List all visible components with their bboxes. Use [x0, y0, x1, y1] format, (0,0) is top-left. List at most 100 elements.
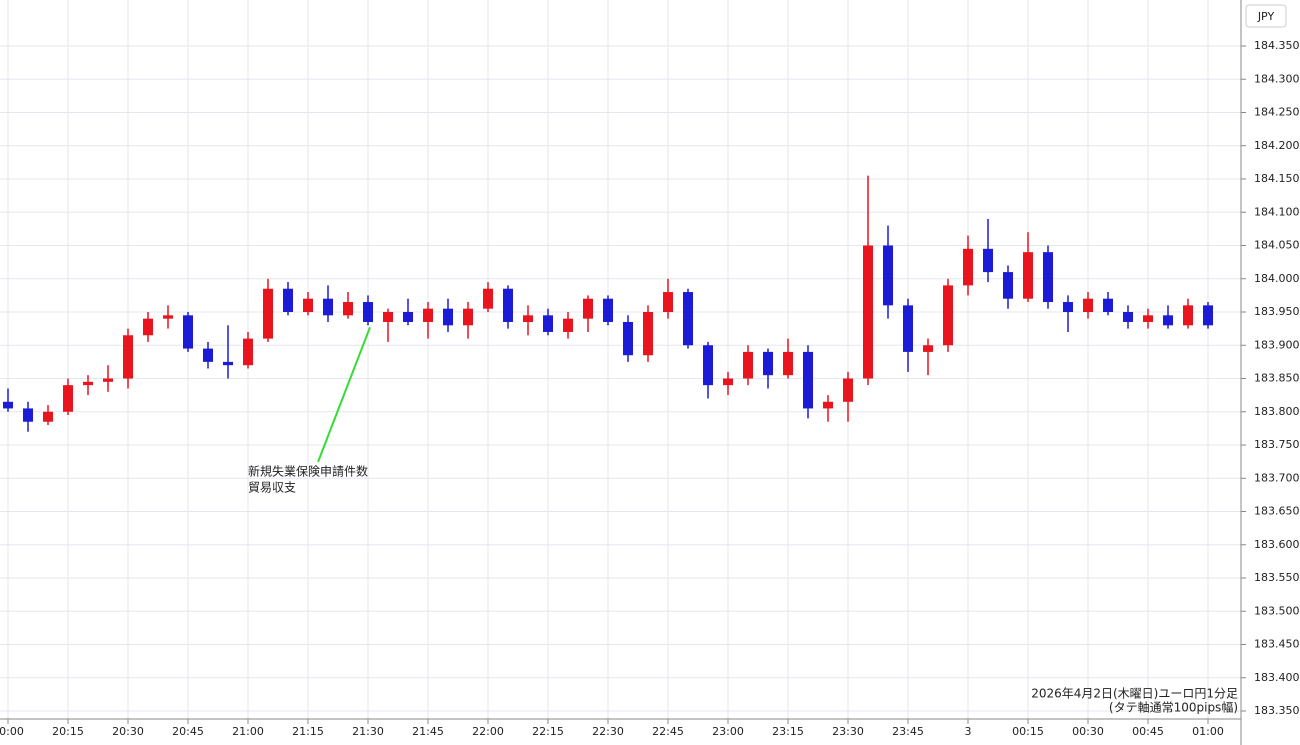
x-tick-label: 20:15 [52, 725, 84, 738]
candle-body [443, 308, 453, 326]
candle-body [623, 321, 633, 356]
candle-body [363, 302, 373, 322]
x-tick-label: 20:30 [112, 725, 144, 738]
candle-body [903, 305, 913, 352]
candle-body [1203, 305, 1213, 326]
caption: (タテ軸通常100pips幅) [1109, 700, 1238, 715]
x-tick-label: 23:15 [772, 725, 804, 738]
y-tick-label: 184.200 [1254, 139, 1300, 152]
candle-body [83, 381, 93, 386]
candle-body [243, 338, 253, 366]
candle-body [463, 308, 473, 326]
x-tick-group: 21:30 [352, 719, 384, 738]
candle-body [943, 285, 953, 346]
y-tick-label: 184.150 [1254, 172, 1300, 185]
candle-body [1063, 302, 1073, 312]
candle-body [963, 248, 973, 286]
y-tick-label: 184.000 [1254, 272, 1300, 285]
candle-body [1103, 298, 1113, 312]
candle-body [103, 378, 113, 382]
y-tick-label: 183.650 [1254, 505, 1300, 518]
y-tick-label: 184.350 [1254, 39, 1300, 52]
annotation-text: 貿易収支 [248, 481, 296, 495]
candle-body [563, 318, 573, 332]
x-tick-label: 22:00 [472, 725, 504, 738]
x-tick-label: 00:45 [1132, 725, 1164, 738]
candle-body [343, 302, 353, 316]
y-tick-label: 183.550 [1254, 571, 1300, 584]
x-tick-label: 21:30 [352, 725, 384, 738]
x-tick-group: 22:45 [652, 719, 684, 738]
x-tick-group: 21:45 [412, 719, 444, 738]
x-tick-group: 22:00 [472, 719, 504, 738]
candle-body [1123, 312, 1133, 322]
candle-body [223, 361, 233, 366]
x-tick-group: 21:00 [232, 719, 264, 738]
candle-body [723, 378, 733, 386]
x-tick-group: 3 [965, 719, 972, 738]
x-tick-label: 23:30 [832, 725, 864, 738]
candle-body [3, 401, 13, 409]
y-tick-label: 183.750 [1254, 438, 1300, 451]
y-tick-label: 183.850 [1254, 372, 1300, 385]
candle-body [783, 351, 793, 376]
candle-body [823, 401, 833, 409]
x-tick-label: 23:00 [712, 725, 744, 738]
y-tick-label: 184.300 [1254, 72, 1300, 85]
y-tick-label: 184.100 [1254, 205, 1300, 218]
y-tick-label: 183.400 [1254, 671, 1300, 684]
candle-body [523, 315, 533, 322]
x-tick-group: 20:45 [172, 719, 204, 738]
candle-body [663, 292, 673, 312]
y-tick-label: 183.800 [1254, 405, 1300, 418]
candle-body [643, 312, 653, 356]
candle-body [843, 378, 853, 402]
x-tick-group: 22:30 [592, 719, 624, 738]
candle-body [303, 298, 313, 312]
x-tick-group: 01:00 [1192, 719, 1224, 738]
candle-body [163, 315, 173, 319]
x-tick-label: 01:00 [1192, 725, 1224, 738]
candle-body [63, 385, 73, 412]
currency-label: JPY [1257, 10, 1275, 23]
candle-body [1003, 272, 1013, 299]
candle-body [1043, 252, 1053, 303]
y-tick-label: 183.500 [1254, 604, 1300, 617]
x-tick-group: 23:00 [712, 719, 744, 738]
x-tick-group: 20:15 [52, 719, 84, 738]
y-tick-label: 183.700 [1254, 471, 1300, 484]
candle-body [123, 335, 133, 379]
candle-body [923, 345, 933, 352]
x-tick-group: 00:45 [1132, 719, 1164, 738]
candle-body [603, 298, 613, 322]
x-tick-group: 00:30 [1072, 719, 1104, 738]
x-tick-label: 00:15 [1012, 725, 1044, 738]
x-tick-group: 23:15 [772, 719, 804, 738]
x-tick-label: 21:00 [232, 725, 264, 738]
candle-body [883, 245, 893, 306]
candle-body [383, 312, 393, 322]
candle-body [1083, 298, 1093, 312]
candle-body [703, 345, 713, 386]
x-tick-label: 22:45 [652, 725, 684, 738]
candle-body [803, 351, 813, 409]
candle-body [1143, 315, 1153, 322]
currency-box [1245, 4, 1287, 28]
x-tick-label: 20:00 [0, 725, 24, 738]
candle-body [763, 351, 773, 376]
candle-body [503, 288, 513, 322]
candle-body [743, 351, 753, 379]
candle-body [203, 348, 213, 362]
x-tick-label: 3 [965, 725, 972, 738]
x-tick-label: 21:15 [292, 725, 324, 738]
candle-body [983, 248, 993, 273]
y-tick-label: 184.050 [1254, 239, 1300, 252]
candle-body [43, 411, 53, 422]
y-tick-label: 183.450 [1254, 638, 1300, 651]
y-tick-label: 183.350 [1254, 704, 1300, 717]
y-tick-label: 183.950 [1254, 305, 1300, 318]
candle-body [583, 298, 593, 319]
candle-body [683, 292, 693, 346]
candle-body [23, 408, 33, 422]
